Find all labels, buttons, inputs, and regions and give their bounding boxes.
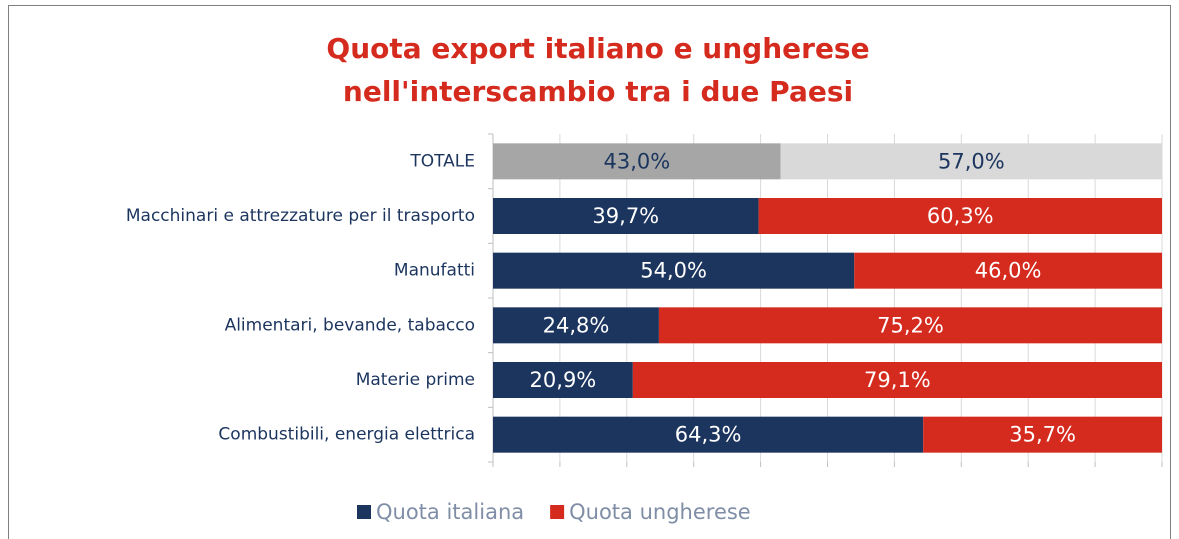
bar-segment: [493, 143, 781, 180]
y-tick-label: Macchinari e attrezzature per il traspor…: [126, 206, 475, 226]
data-label: 57,0%: [938, 149, 1005, 173]
bar-segment: [854, 252, 1162, 289]
legend-swatch: [357, 505, 371, 519]
bar-segment: [658, 307, 1162, 344]
chart-title: nell'interscambio tra i due Paesi: [343, 75, 853, 108]
bar-segment: [493, 307, 659, 344]
bar-segment: [493, 416, 924, 453]
data-label: 60,3%: [927, 204, 994, 228]
y-tick-label: Combustibili, energia elettrica: [218, 425, 475, 445]
bar-segment: [493, 362, 633, 398]
chart-title: Quota export italiano e ungherese: [326, 32, 869, 65]
y-tick-label: TOTALE: [409, 151, 475, 171]
legend-swatch: [550, 505, 565, 519]
data-label: 54,0%: [640, 259, 707, 283]
y-tick-label: Alimentari, bevande, tabacco: [225, 315, 475, 335]
data-label: 64,3%: [675, 423, 742, 447]
bar-segment: [923, 416, 1162, 453]
data-label: 24,8%: [543, 313, 610, 337]
bar-segment: [632, 362, 1162, 398]
data-label: 46,0%: [975, 259, 1042, 283]
data-label: 35,7%: [1009, 423, 1076, 447]
legend-label: Quota ungherese: [569, 500, 751, 524]
data-label: 39,7%: [592, 204, 659, 228]
bar-segment: [758, 198, 1162, 234]
bar-segment: [493, 198, 759, 234]
data-label: 75,2%: [877, 313, 944, 337]
y-tick-label: Materie prime: [356, 370, 475, 390]
bar-segment: [780, 143, 1162, 180]
y-tick-label: Manufatti: [394, 261, 475, 281]
data-label: 43,0%: [603, 149, 670, 173]
data-label: 79,1%: [864, 368, 931, 392]
data-label: 20,9%: [530, 368, 597, 392]
legend-label: Quota italiana: [376, 500, 524, 524]
bar-segment: [493, 252, 855, 289]
